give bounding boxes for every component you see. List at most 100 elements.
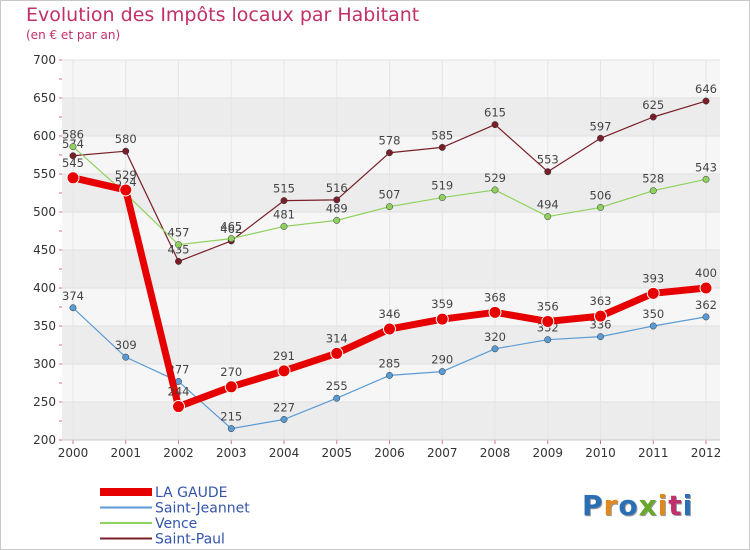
x-tick-label: 2004 (269, 446, 300, 460)
data-label: 462 (220, 222, 242, 236)
data-point (649, 187, 657, 195)
data-point (122, 353, 130, 361)
data-point (333, 216, 341, 224)
data-label: 528 (642, 172, 664, 186)
data-point (544, 213, 552, 221)
data-point (491, 121, 499, 129)
y-tick-label: 250 (33, 395, 56, 409)
data-point (119, 183, 133, 197)
x-tick-label: 2007 (427, 446, 458, 460)
data-point (175, 257, 182, 265)
data-label: 374 (62, 289, 84, 303)
data-label: 585 (431, 128, 453, 142)
data-label: 285 (379, 356, 401, 370)
x-tick-label: 2003 (216, 446, 247, 460)
data-label: 625 (642, 98, 664, 112)
y-tick-label: 300 (33, 357, 56, 371)
legend-label: Saint-Paul (155, 532, 225, 548)
y-tick-label: 350 (33, 319, 56, 333)
y-tick-label: 450 (33, 243, 56, 257)
data-label: 290 (431, 353, 453, 367)
x-tick-label: 2006 (374, 446, 405, 460)
data-point (280, 197, 288, 205)
data-label: 270 (220, 365, 242, 379)
data-point (491, 186, 499, 194)
y-tick-label: 650 (33, 91, 56, 105)
chart-title: Evolution des Impôts locaux par Habitant (26, 4, 420, 26)
x-tick-label: 2001 (110, 446, 141, 460)
grid-band (62, 250, 720, 288)
data-point (280, 222, 288, 230)
data-point (224, 380, 238, 394)
data-label: 244 (168, 385, 190, 399)
data-label: 291 (273, 349, 295, 363)
data-label: 507 (379, 188, 401, 202)
logo-letter: i (657, 489, 669, 522)
data-point (597, 134, 604, 142)
data-label: 519 (431, 179, 453, 193)
x-tick-label: 2012 (691, 446, 722, 460)
data-label: 545 (62, 156, 84, 170)
data-label: 368 (484, 290, 506, 304)
data-label: 646 (695, 82, 717, 96)
logo-letter: x (638, 489, 658, 522)
logo-letter: t (668, 489, 683, 522)
data-point (646, 286, 660, 300)
data-point (175, 241, 182, 249)
data-point (438, 194, 446, 202)
y-tick-label: 700 (33, 53, 56, 67)
data-label: 400 (695, 266, 717, 280)
data-label: 215 (220, 410, 242, 424)
data-label: 359 (431, 297, 453, 311)
data-point (597, 203, 604, 211)
x-tick-label: 2010 (585, 446, 616, 460)
logo-letter: r (603, 489, 619, 522)
data-label: 457 (168, 226, 190, 240)
data-label: 227 (273, 400, 295, 414)
data-point (333, 196, 341, 204)
x-tick-label: 2009 (532, 446, 563, 460)
data-label: 314 (326, 331, 348, 345)
data-point (488, 305, 502, 319)
x-tick-label: 2005 (321, 446, 352, 460)
proxiti-logo: Proxiti (582, 489, 693, 522)
data-point (122, 147, 130, 155)
data-label: 481 (273, 207, 295, 221)
legend-label: Vence (155, 516, 197, 532)
y-tick-label: 550 (33, 167, 56, 181)
data-label: 489 (326, 201, 348, 215)
legend-label: LA GAUDE (155, 485, 227, 501)
data-point (172, 400, 185, 414)
data-point (544, 336, 552, 344)
data-point (333, 394, 341, 402)
data-label: 516 (326, 181, 348, 195)
data-point (66, 171, 80, 185)
data-point (541, 314, 555, 328)
data-label: 553 (537, 153, 559, 167)
x-tick-label: 2002 (163, 446, 194, 460)
data-label: 506 (590, 188, 612, 202)
data-label: 578 (379, 134, 401, 148)
data-point (69, 143, 77, 151)
data-point (702, 313, 710, 321)
data-label: 529 (115, 168, 137, 182)
data-point (702, 175, 710, 183)
logo-letter: o (618, 489, 639, 522)
data-point (69, 304, 77, 312)
x-tick-label: 2011 (638, 446, 669, 460)
data-point (438, 143, 446, 151)
data-label: 320 (484, 330, 506, 344)
y-tick-label: 400 (33, 281, 56, 295)
data-point (438, 368, 446, 376)
data-label: 515 (273, 182, 295, 196)
y-tick-label: 600 (33, 129, 56, 143)
data-point (227, 425, 235, 433)
legend-label: Saint-Jeannet (155, 501, 250, 517)
data-label: 362 (695, 298, 717, 312)
data-label: 255 (326, 379, 348, 393)
data-point (702, 97, 710, 105)
data-point (330, 346, 344, 360)
x-tick-label: 2008 (480, 446, 511, 460)
data-label: 494 (537, 198, 559, 212)
